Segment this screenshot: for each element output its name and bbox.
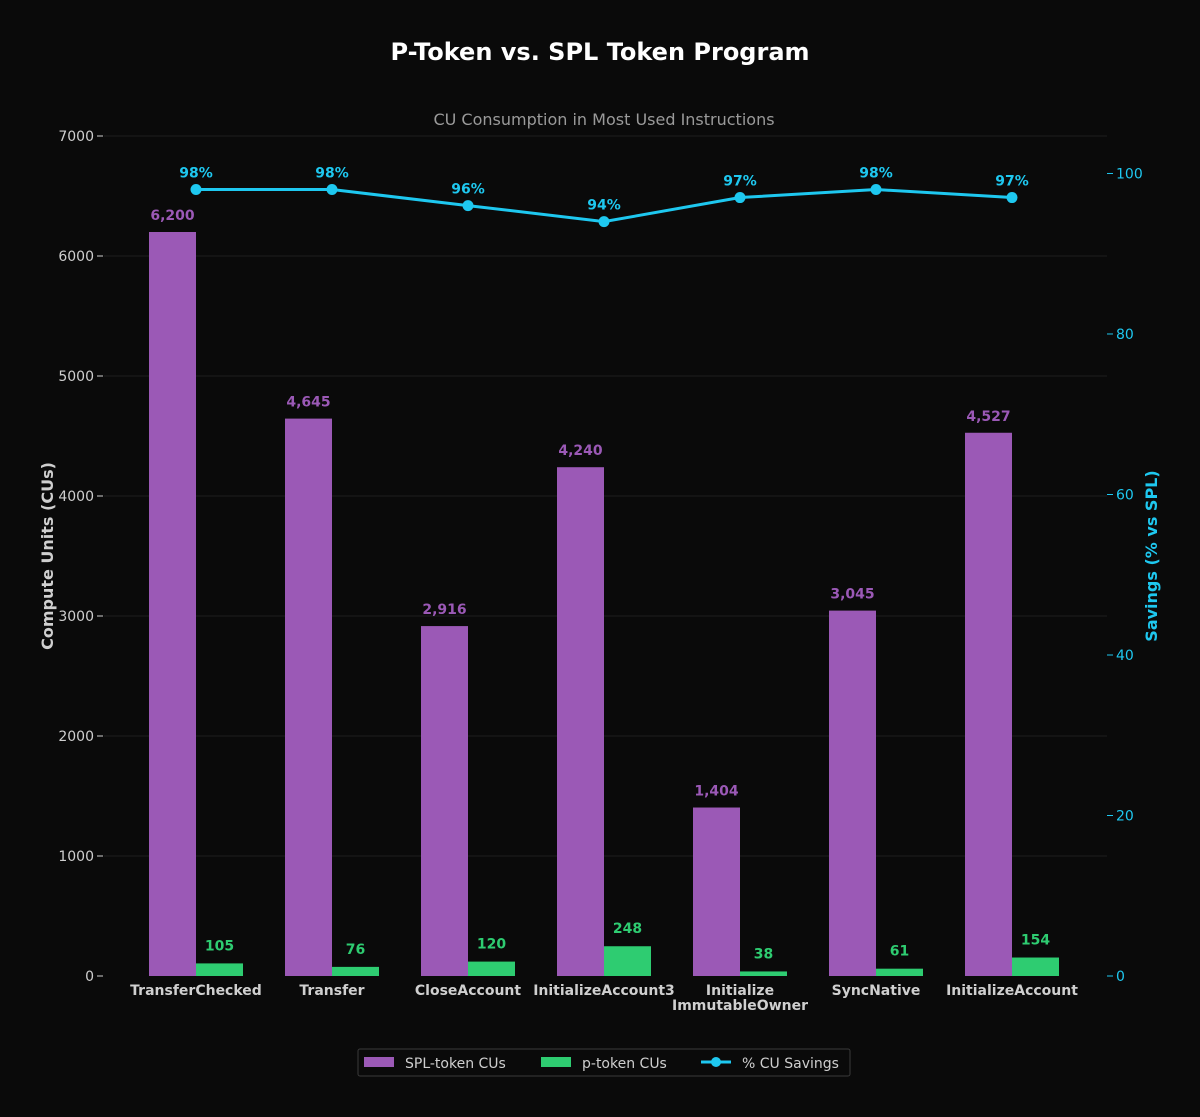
y-axis-right-label: Savings (% vs SPL) [1142,470,1161,641]
savings-label: 98% [859,166,893,182]
legend-marker-savings [711,1057,721,1067]
bar-spl-token [557,467,604,976]
bar-p-token [740,971,787,976]
bar-p-token-label: 76 [346,942,365,958]
bar-spl-token-label: 4,527 [966,409,1010,425]
savings-label: 97% [723,174,757,190]
y-right-tick-label: 100 [1116,166,1143,182]
savings-label: 98% [179,166,213,182]
legend-label-savings: % CU Savings [742,1056,839,1072]
bar-spl-token [285,418,332,977]
x-tick-label: TransferChecked [130,983,262,999]
data-labels: 6,200 105 4,645 76 2,916 120 4,240 248 1,404 38 3,… [150,166,1050,963]
legend-swatch-spl [364,1057,394,1067]
bar-spl-token [829,610,876,976]
x-tick-label: CloseAccount [415,983,522,999]
x-tick-label: SyncNative [832,983,921,999]
savings-point [598,216,610,228]
bar-spl-token-label: 4,645 [286,395,330,411]
savings-point [462,200,474,212]
legend-box [357,1048,851,1077]
bar-spl-token-label: 3,045 [830,587,874,603]
x-tick-label: Initialize [706,983,774,999]
y-axis-label: Compute Units (CUs) [38,462,57,650]
y-right-tick-label: 0 [1116,969,1125,985]
y-right-tick-label: 20 [1116,808,1134,824]
y-tick-label: 0 [85,969,94,985]
savings-label: 97% [995,174,1029,190]
bar-p-token [604,946,651,976]
bar-spl-token [421,626,468,976]
bar-spl-token-label: 1,404 [694,784,739,800]
y-tick-label: 2000 [58,729,94,745]
bar-spl-token [693,807,740,976]
y-tick-label: 6000 [58,249,94,265]
bar-spl-token [149,232,196,976]
bar-p-token-label: 120 [477,937,506,953]
savings-point [870,184,882,196]
bar-p-token [196,963,243,976]
bar-p-token [1012,957,1059,976]
bar-p-token-label: 248 [613,921,642,937]
y-right-tick-label: 80 [1116,327,1134,343]
bar-spl-token-label: 6,200 [150,208,195,224]
bars [149,232,1059,977]
bar-p-token-label: 154 [1021,933,1050,949]
bar-p-token-label: 105 [205,938,234,954]
bar-p-token [876,968,923,976]
bar-spl-token-label: 2,916 [422,602,466,618]
y-tick-label: 7000 [58,129,94,145]
legend-label-p-token: p-token CUs [582,1056,667,1072]
bar-spl-token [965,432,1012,976]
axes: 0 1000 2000 3000 4000 5000 6000 7000 0 20 40 60 80 10… [58,129,1142,1014]
savings-point [1006,192,1018,204]
legend-label-spl: SPL-token CUs [405,1056,506,1072]
y-tick-label: 5000 [58,369,94,385]
savings-label: 94% [587,198,621,214]
bar-spl-token-label: 4,240 [558,443,603,459]
x-tick-label: Transfer [299,983,364,999]
savings-label: 98% [315,166,349,182]
bar-p-token [332,966,379,976]
y-tick-label: 3000 [58,609,94,625]
savings-point [326,184,338,196]
x-tick-label: ImmutableOwner [672,998,808,1014]
savings-line [190,184,1018,228]
legend-swatch-p-token [541,1057,571,1067]
grid-lines [104,135,1107,857]
savings-label: 96% [451,182,485,198]
x-tick-label: InitializeAccount3 [533,983,675,999]
y-right-tick-label: 60 [1116,487,1134,503]
chart-title: P-Token vs. SPL Token Program [390,38,809,66]
savings-point [190,184,202,196]
savings-point [734,192,746,204]
bar-p-token-label: 38 [754,946,773,962]
y-tick-label: 4000 [58,489,94,505]
bar-p-token [468,961,515,976]
bar-p-token-label: 61 [890,944,909,960]
y-tick-label: 1000 [58,849,94,865]
legend: SPL-token CUs p-token CUs % CU Savings [357,1048,851,1077]
y-right-tick-label: 40 [1116,648,1134,664]
chart-subtitle: CU Consumption in Most Used Instructions [433,110,774,129]
x-tick-label: InitializeAccount [946,983,1078,999]
